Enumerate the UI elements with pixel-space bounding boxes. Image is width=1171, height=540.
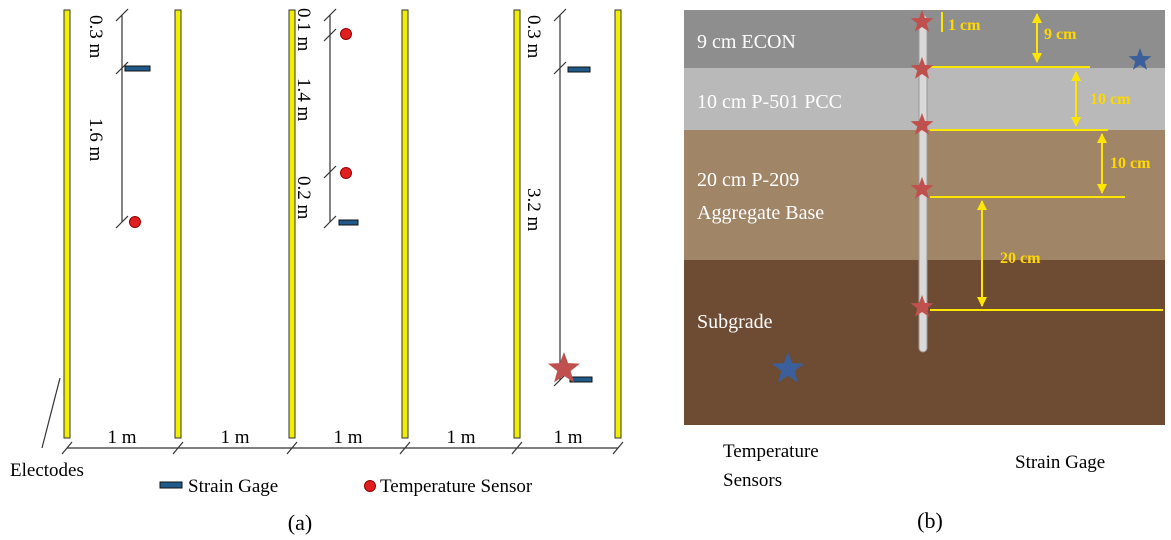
dimension-label: 0.3 m: [523, 15, 544, 59]
dimension-label: 0.2 m: [293, 176, 314, 220]
panel-b: 9 cm ECON 10 cm P-501 PCC 20 cm P-209 Ag…: [548, 10, 1165, 533]
spacing-label: 1 m: [446, 427, 475, 448]
depth-label: 1 cm: [948, 17, 981, 34]
leader-line: [42, 378, 60, 448]
legend-label: Strain Gage: [188, 476, 278, 497]
strain-gage: [125, 66, 150, 71]
spacing-label: 1 m: [107, 427, 136, 448]
figure: 0.3 m 1.6 m 0.1 m 1.4 m 0.2 m 0.3 m 3.2 …: [0, 0, 1171, 540]
legend-label: Sensors: [723, 470, 782, 491]
caption: (b): [917, 508, 943, 533]
legend-label: Temperature: [723, 441, 819, 462]
legend-temperature-icon: [365, 481, 376, 492]
dimension-label: 1.6 m: [85, 118, 106, 162]
caption: (a): [288, 510, 312, 535]
electrode: [289, 10, 295, 438]
spacing-label: 1 m: [553, 427, 582, 448]
layer-label: 20 cm P-209: [697, 169, 799, 191]
dimension-label: 3.2 m: [523, 188, 544, 232]
layer-label: Subgrade: [697, 311, 773, 333]
depth-label: 20 cm: [1000, 250, 1041, 267]
electrode: [514, 10, 520, 438]
depth-label: 10 cm: [1090, 91, 1131, 108]
electrode: [615, 10, 621, 438]
legend-label: Strain Gage: [1015, 452, 1105, 473]
spacing-label: 1 m: [333, 427, 362, 448]
panel-a: 0.3 m 1.6 m 0.1 m 1.4 m 0.2 m 0.3 m 3.2 …: [10, 8, 623, 535]
legend-strain-gage-icon: [160, 482, 182, 488]
dimension-label: 0.3 m: [85, 15, 106, 59]
depth-label: 9 cm: [1044, 26, 1077, 43]
spacing-label: 1 m: [220, 427, 249, 448]
legend-label: Temperature Sensor: [380, 476, 533, 497]
electrode: [402, 10, 408, 438]
sensors: [125, 29, 592, 383]
temperature-sensor: [130, 217, 141, 228]
electrode: [175, 10, 181, 438]
temperature-sensor: [341, 168, 352, 179]
electrodes-label: Electodes: [10, 460, 84, 481]
dimension-lines: [42, 9, 623, 454]
temperature-sensor: [341, 29, 352, 40]
electrode: [64, 10, 70, 438]
layer-label: 10 cm P-501 PCC: [697, 91, 842, 113]
strain-gage: [568, 67, 590, 72]
dimension-label: 0.1 m: [293, 8, 314, 52]
strain-gage: [339, 220, 358, 225]
layer-label: Aggregate Base: [697, 202, 824, 224]
dimension-label: 1.4 m: [293, 78, 314, 122]
depth-label: 10 cm: [1110, 155, 1151, 172]
layer-label: 9 cm ECON: [697, 31, 796, 53]
